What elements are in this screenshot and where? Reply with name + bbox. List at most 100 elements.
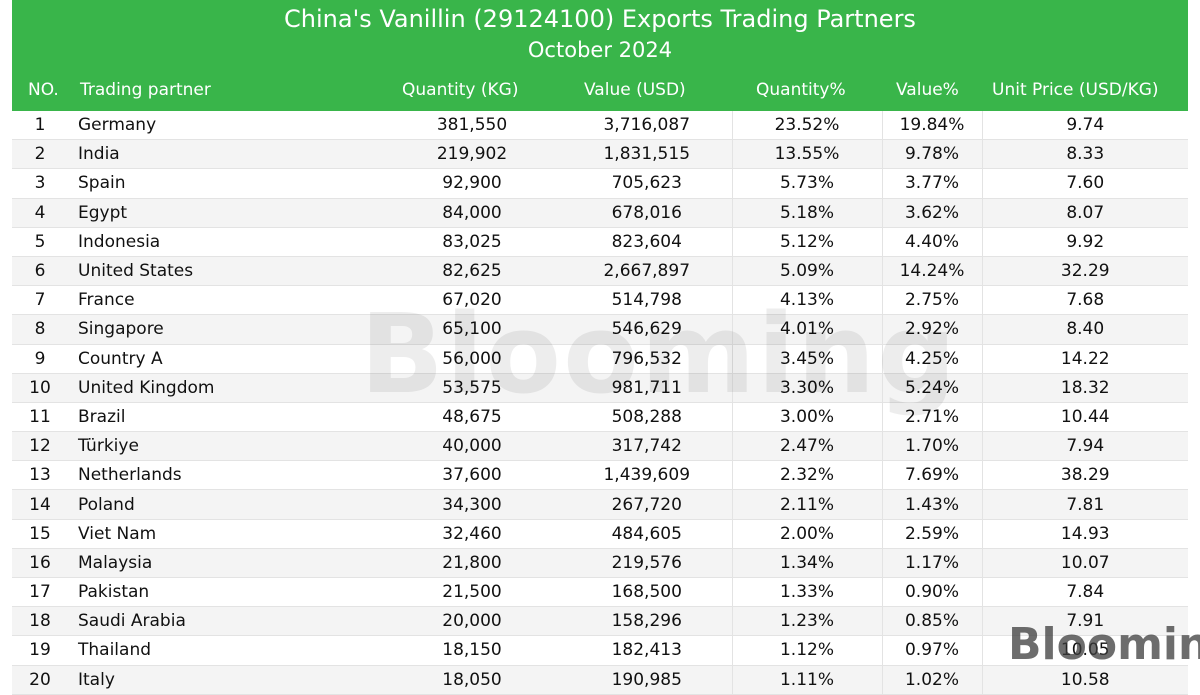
cell-quantity: 65,100 xyxy=(382,314,562,345)
cell-quantity: 53,575 xyxy=(382,373,562,403)
cell-value: 190,985 xyxy=(562,665,732,695)
cell-unit-price: 10.07 xyxy=(981,548,1188,579)
cell-value-pct: 3.77% xyxy=(881,168,982,199)
cell-quantity-pct: 1.34% xyxy=(731,548,882,579)
cell-value: 219,576 xyxy=(562,548,732,579)
cell-no: 13 xyxy=(12,460,68,491)
cell-quantity: 18,050 xyxy=(382,665,562,695)
table-row: 7 France 67,020 514,798 4.13% 2.75% 7.68 xyxy=(12,285,1188,316)
cell-no: 17 xyxy=(12,577,68,608)
cell-partner: United States xyxy=(68,256,382,287)
cell-quantity: 20,000 xyxy=(382,606,562,637)
cell-quantity: 21,800 xyxy=(382,548,562,579)
cell-quantity: 83,025 xyxy=(382,227,562,257)
cell-quantity-pct: 1.23% xyxy=(731,606,882,637)
column-header-value: Value (USD) xyxy=(584,80,686,100)
table-header-band: China's Vanillin (29124100) Exports Trad… xyxy=(12,0,1188,111)
cell-partner: Indonesia xyxy=(68,227,382,257)
cell-value-pct: 9.78% xyxy=(881,139,982,170)
brand-logo: Blooming xyxy=(1008,619,1200,670)
cell-value: 267,720 xyxy=(562,489,732,520)
table-row: 18 Saudi Arabia 20,000 158,296 1.23% 0.85% 7.9… xyxy=(12,606,1188,637)
cell-unit-price: 7.91 xyxy=(981,606,1188,637)
cell-value-pct: 4.40% xyxy=(881,227,982,257)
cell-value-pct: 1.02% xyxy=(881,665,982,695)
cell-value-pct: 2.92% xyxy=(881,314,982,345)
cell-partner: Singapore xyxy=(68,314,382,345)
cell-value-pct: 2.59% xyxy=(881,519,982,549)
cell-quantity: 21,500 xyxy=(382,577,562,608)
cell-unit-price: 8.33 xyxy=(981,139,1188,170)
table-row: 17 Pakistan 21,500 168,500 1.33% 0.90% 7.84 xyxy=(12,577,1188,608)
cell-partner: Malaysia xyxy=(68,548,382,579)
cell-partner: Thailand xyxy=(68,635,382,666)
cell-value-pct: 1.17% xyxy=(881,548,982,579)
cell-quantity-pct: 13.55% xyxy=(731,139,882,170)
cell-quantity: 67,020 xyxy=(382,285,562,316)
cell-quantity-pct: 5.09% xyxy=(731,256,882,287)
cell-unit-price: 7.68 xyxy=(981,285,1188,316)
table-row: 5 Indonesia 83,025 823,604 5.12% 4.40% 9.92 xyxy=(12,227,1188,257)
column-header-value-pct: Value% xyxy=(896,80,959,100)
cell-no: 16 xyxy=(12,548,68,579)
cell-no: 12 xyxy=(12,431,68,462)
cell-quantity-pct: 4.01% xyxy=(731,314,882,345)
table-row: 9 Country A 56,000 796,532 3.45% 4.25% 14.22 xyxy=(12,344,1188,374)
cell-value-pct: 0.97% xyxy=(881,635,982,666)
cell-quantity-pct: 3.45% xyxy=(731,344,882,374)
cell-no: 8 xyxy=(12,314,68,345)
cell-unit-price: 7.81 xyxy=(981,489,1188,520)
cell-unit-price: 18.32 xyxy=(981,373,1188,403)
chart-title: China's Vanillin (29124100) Exports Trad… xyxy=(284,5,916,33)
cell-partner: Italy xyxy=(68,665,382,695)
cell-no: 5 xyxy=(12,227,68,257)
cell-value: 158,296 xyxy=(562,606,732,637)
column-header-partner: Trading partner xyxy=(80,80,211,100)
cell-quantity-pct: 23.52% xyxy=(731,111,882,141)
cell-quantity-pct: 5.73% xyxy=(731,168,882,199)
cell-partner: France xyxy=(68,285,382,316)
table-row: 13 Netherlands 37,600 1,439,609 2.32% 7.69% 38… xyxy=(12,460,1188,491)
cell-partner: Netherlands xyxy=(68,460,382,491)
cell-value-pct: 14.24% xyxy=(881,256,982,287)
cell-quantity: 92,900 xyxy=(382,168,562,199)
cell-quantity-pct: 1.12% xyxy=(731,635,882,666)
cell-value: 3,716,087 xyxy=(562,111,732,141)
column-header-no: NO. xyxy=(28,80,59,100)
cell-value: 796,532 xyxy=(562,344,732,374)
cell-quantity: 48,675 xyxy=(382,402,562,433)
column-header-unit-price: Unit Price (USD/KG) xyxy=(992,80,1159,100)
table-row: 14 Poland 34,300 267,720 2.11% 1.43% 7.81 xyxy=(12,489,1188,520)
cell-no: 7 xyxy=(12,285,68,316)
cell-no: 10 xyxy=(12,373,68,403)
cell-value: 182,413 xyxy=(562,635,732,666)
table-row: 3 Spain 92,900 705,623 5.73% 3.77% 7.60 xyxy=(12,168,1188,199)
cell-value-pct: 0.85% xyxy=(881,606,982,637)
cell-quantity-pct: 5.12% xyxy=(731,227,882,257)
cell-no: 20 xyxy=(12,665,68,695)
table-row: 1 Germany 381,550 3,716,087 23.52% 19.84% 9.74 xyxy=(12,111,1188,141)
cell-value: 508,288 xyxy=(562,402,732,433)
cell-partner: Brazil xyxy=(68,402,382,433)
cell-quantity: 56,000 xyxy=(382,344,562,374)
cell-value: 1,439,609 xyxy=(562,460,732,491)
cell-unit-price: 38.29 xyxy=(981,460,1188,491)
cell-quantity-pct: 1.33% xyxy=(731,577,882,608)
cell-quantity: 18,150 xyxy=(382,635,562,666)
cell-quantity: 40,000 xyxy=(382,431,562,462)
cell-value: 678,016 xyxy=(562,198,732,228)
cell-value: 981,711 xyxy=(562,373,732,403)
cell-unit-price: 10.44 xyxy=(981,402,1188,433)
cell-value-pct: 3.62% xyxy=(881,198,982,228)
cell-partner: Germany xyxy=(68,111,382,141)
cell-quantity: 82,625 xyxy=(382,256,562,287)
cell-value-pct: 4.25% xyxy=(881,344,982,374)
cell-value: 546,629 xyxy=(562,314,732,345)
cell-value: 514,798 xyxy=(562,285,732,316)
cell-quantity-pct: 4.13% xyxy=(731,285,882,316)
cell-partner: Saudi Arabia xyxy=(68,606,382,637)
table-row: 8 Singapore 65,100 546,629 4.01% 2.92% 8.40 xyxy=(12,314,1188,345)
cell-unit-price: 8.40 xyxy=(981,314,1188,345)
cell-unit-price: 14.22 xyxy=(981,344,1188,374)
cell-no: 15 xyxy=(12,519,68,549)
